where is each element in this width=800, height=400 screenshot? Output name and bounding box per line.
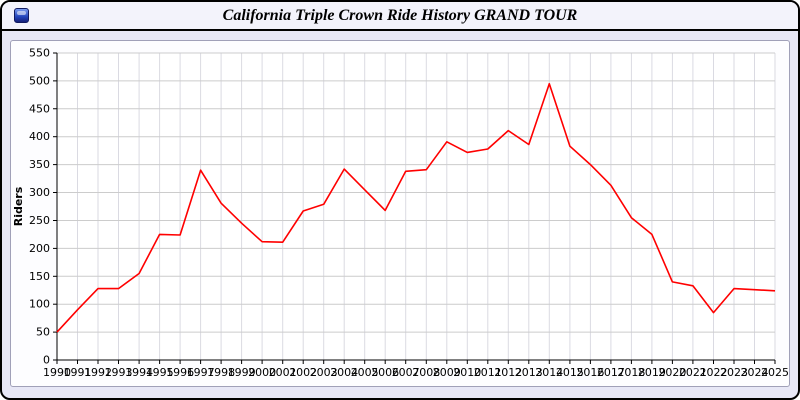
y-tick-label: 0 [43, 354, 50, 367]
y-axis-label: Riders [12, 186, 25, 226]
riders-line-series [56, 82, 776, 333]
x-tick-label: 2012 [494, 366, 522, 379]
x-tick-label: 2016 [576, 366, 604, 379]
x-tick-label: 2020 [658, 366, 686, 379]
x-tick-label: 2008 [412, 366, 440, 379]
x-tick-label: 1993 [105, 366, 133, 379]
x-tick-label: 2017 [597, 366, 625, 379]
x-tick-label: 1995 [146, 366, 174, 379]
x-tick-label: 2007 [392, 366, 420, 379]
y-tick-label: 550 [29, 47, 50, 60]
titlebar: California Triple Crown Ride History GRA… [2, 2, 798, 31]
x-tick-label: 2023 [720, 366, 748, 379]
x-tick-label: 1999 [228, 366, 256, 379]
x-tick-label: 2010 [453, 366, 481, 379]
x-tick-label: 1998 [207, 366, 235, 379]
y-tick-label: 150 [29, 270, 50, 283]
window-title: California Triple Crown Ride History GRA… [222, 6, 578, 24]
y-tick-label: 100 [29, 298, 50, 311]
x-tick-label: 2015 [556, 366, 584, 379]
y-tick-label: 500 [29, 74, 50, 87]
y-tick-label: 300 [29, 186, 50, 199]
y-tick-label: 50 [36, 326, 50, 339]
x-tick-label: 2004 [330, 366, 358, 379]
x-tick-label: 1992 [84, 366, 112, 379]
x-tick-label: 1997 [187, 366, 215, 379]
x-tick-label: 2011 [474, 366, 502, 379]
x-tick-label: 1996 [166, 366, 194, 379]
x-tick-label: 2000 [248, 366, 276, 379]
x-tick-label: 2018 [617, 366, 645, 379]
x-tick-label: 2006 [371, 366, 399, 379]
x-tick-label: 2013 [515, 366, 543, 379]
riders-line-chart: 0501001502002503003504004505005501990199… [12, 47, 789, 380]
x-tick-label: 2009 [433, 366, 461, 379]
x-tick-label: 1994 [125, 366, 153, 379]
y-tick-label: 350 [29, 158, 50, 171]
x-tick-label: 1990 [43, 366, 71, 379]
x-tick-label: 2002 [289, 366, 317, 379]
x-tick-label: 2024 [741, 366, 769, 379]
x-tick-label: 2022 [700, 366, 728, 379]
x-tick-label: 2003 [310, 366, 338, 379]
plot-area [57, 53, 775, 360]
x-tick-label: 2019 [638, 366, 666, 379]
x-tick-label: 2005 [351, 366, 379, 379]
x-tick-label: 2021 [679, 366, 707, 379]
y-tick-label: 200 [29, 242, 50, 255]
x-tick-label: 1991 [64, 366, 92, 379]
x-tick-label: 2025 [761, 366, 789, 379]
blue-app-icon [14, 8, 29, 23]
y-tick-label: 400 [29, 130, 50, 143]
y-tick-label: 250 [29, 214, 50, 227]
x-tick-label: 2014 [535, 366, 563, 379]
x-tick-label: 2001 [269, 366, 297, 379]
y-tick-label: 450 [29, 102, 50, 115]
chart-panel: 0 50 100 150 200 250 300 350 400 450 500 550 1990 199… [10, 40, 790, 387]
